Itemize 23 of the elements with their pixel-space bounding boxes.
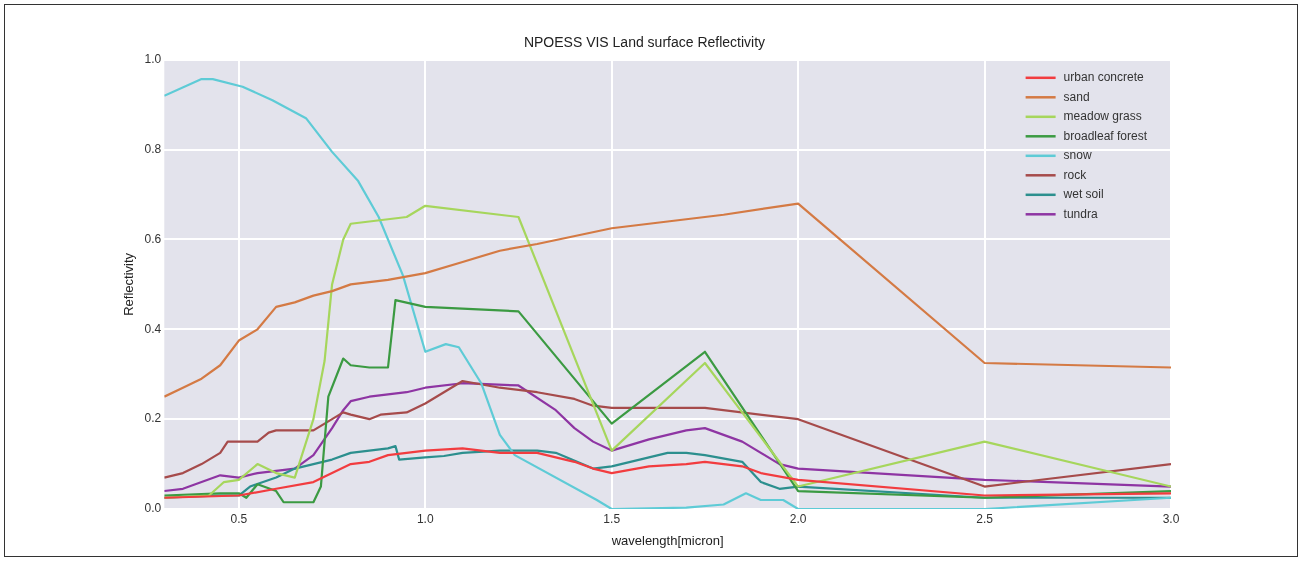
y-tick-label: 0.2 [144,411,162,426]
x-axis-title: wavelength[micron] [610,532,724,548]
legend-label: wet soil [1062,187,1104,202]
y-tick-label: 1.0 [144,52,162,67]
x-tick-label: 2.5 [976,511,994,526]
x-tick-label: 0.5 [230,511,248,526]
y-tick-label: 0.8 [144,141,162,156]
x-tick-label: 1.5 [603,511,621,526]
y-tick-label: 0.4 [144,321,162,336]
legend-label: meadow grass [1063,109,1142,124]
legend-label: rock [1063,167,1088,182]
legend-label: broadleaf forest [1063,128,1148,143]
legend-label: urban concrete [1063,70,1144,85]
legend-label: sand [1063,89,1090,104]
x-tick-label: 2.0 [789,511,807,526]
legend-label: snow [1063,148,1092,163]
y-tick-label: 0.6 [144,231,162,246]
chart-title: NPOESS VIS Land surface Reflectivity [523,34,766,51]
legend-label: tundra [1063,206,1098,221]
y-tick-label: 0.0 [144,501,162,516]
x-tick-label: 1.0 [416,511,434,526]
y-axis-title: Reflectivity [121,252,137,316]
x-tick-label: 3.0 [1162,511,1180,526]
